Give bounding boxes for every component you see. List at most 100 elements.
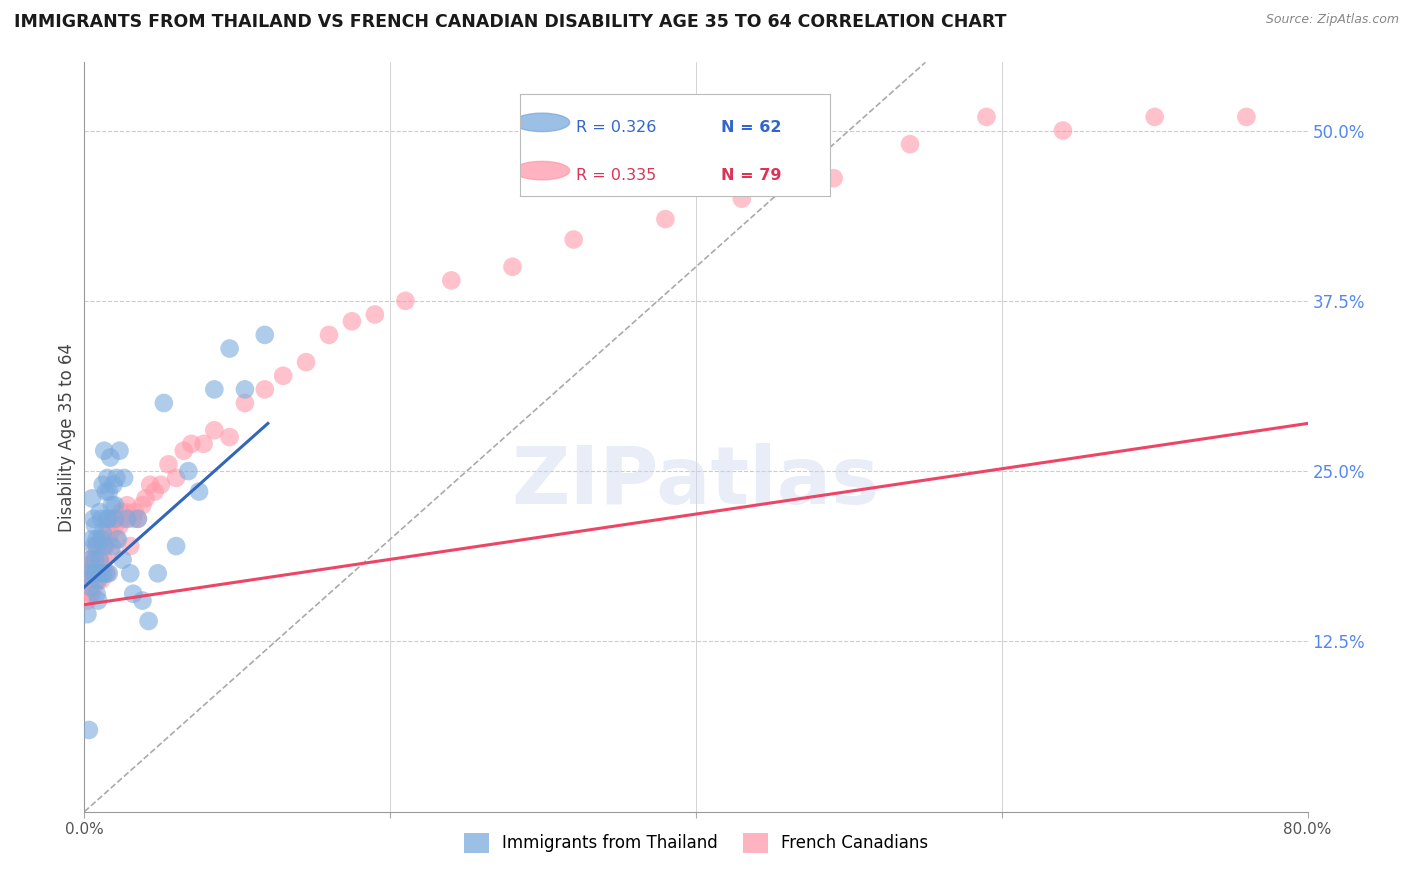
Point [165,539,187,553]
Point [94,484,117,499]
Point [149,477,172,491]
Point [84,518,107,533]
Point [79,580,101,594]
Point [105,471,128,485]
Point [440,273,463,287]
Point [91,525,114,540]
Point [80,559,103,574]
Point [654,212,676,227]
Point [84,552,107,566]
Point [80,573,103,587]
Point [976,110,998,124]
Point [103,477,125,491]
Y-axis label: Disability Age 35 to 64: Disability Age 35 to 64 [58,343,76,532]
Point [127,512,149,526]
Text: Source: ZipAtlas.com: Source: ZipAtlas.com [1265,13,1399,27]
Point [115,498,138,512]
Point [86,539,108,553]
Point [111,512,134,526]
Point [93,443,115,458]
Point [91,566,114,581]
Point [143,484,166,499]
Point [89,566,111,581]
Point [108,518,131,533]
Point [91,559,114,574]
Point [110,505,132,519]
Point [89,566,111,581]
Point [180,437,202,451]
Point [98,525,121,540]
Point [146,566,169,581]
Point [96,512,118,526]
Point [93,539,115,553]
Point [76,607,98,622]
Point [86,587,108,601]
Point [97,484,120,499]
Point [823,171,845,186]
Point [1143,110,1166,124]
Point [562,233,585,247]
Point [87,573,110,587]
Text: ZIPatlas: ZIPatlas [512,443,880,521]
Point [77,723,100,737]
Point [83,539,105,553]
Point [94,539,117,553]
Text: R = 0.326: R = 0.326 [576,120,657,135]
Point [90,533,112,547]
Point [90,512,112,526]
Point [79,587,101,601]
Point [77,559,100,574]
Point [79,552,101,566]
Point [76,593,98,607]
Point [80,491,103,506]
Point [77,580,100,594]
Point [86,566,108,581]
Point [79,552,101,566]
Point [131,593,153,607]
Point [202,383,225,397]
Point [97,566,120,581]
Point [89,552,111,566]
Point [165,471,187,485]
Text: N = 79: N = 79 [721,168,782,183]
Point [502,260,524,274]
Point [84,566,107,581]
Point [898,137,921,152]
Text: IMMIGRANTS FROM THAILAND VS FRENCH CANADIAN DISABILITY AGE 35 TO 64 CORRELATION : IMMIGRANTS FROM THAILAND VS FRENCH CANAD… [14,13,1007,31]
Point [89,505,111,519]
Legend: Immigrants from Thailand, French Canadians: Immigrants from Thailand, French Canadia… [457,826,935,860]
Point [96,518,118,533]
Point [731,192,754,206]
Text: N = 62: N = 62 [721,120,782,135]
Point [83,512,105,526]
Point [87,593,110,607]
Point [253,327,276,342]
Point [83,580,105,594]
Point [112,471,135,485]
Point [394,293,416,308]
Point [135,491,157,506]
Point [253,383,276,397]
Point [90,573,112,587]
Point [188,484,211,499]
Point [97,512,120,526]
Point [83,566,105,581]
Point [173,443,195,458]
Point [1052,123,1074,137]
Point [87,552,110,566]
Point [98,450,121,465]
Point [93,552,115,566]
Point [153,396,176,410]
Point [104,512,127,526]
Point [233,396,256,410]
Point [108,443,131,458]
Point [86,533,108,547]
Circle shape [515,113,569,132]
Point [86,573,108,587]
Point [87,566,110,581]
Point [79,573,101,587]
Point [111,552,134,566]
Point [107,512,129,526]
Text: R = 0.335: R = 0.335 [576,168,657,183]
Point [96,471,118,485]
